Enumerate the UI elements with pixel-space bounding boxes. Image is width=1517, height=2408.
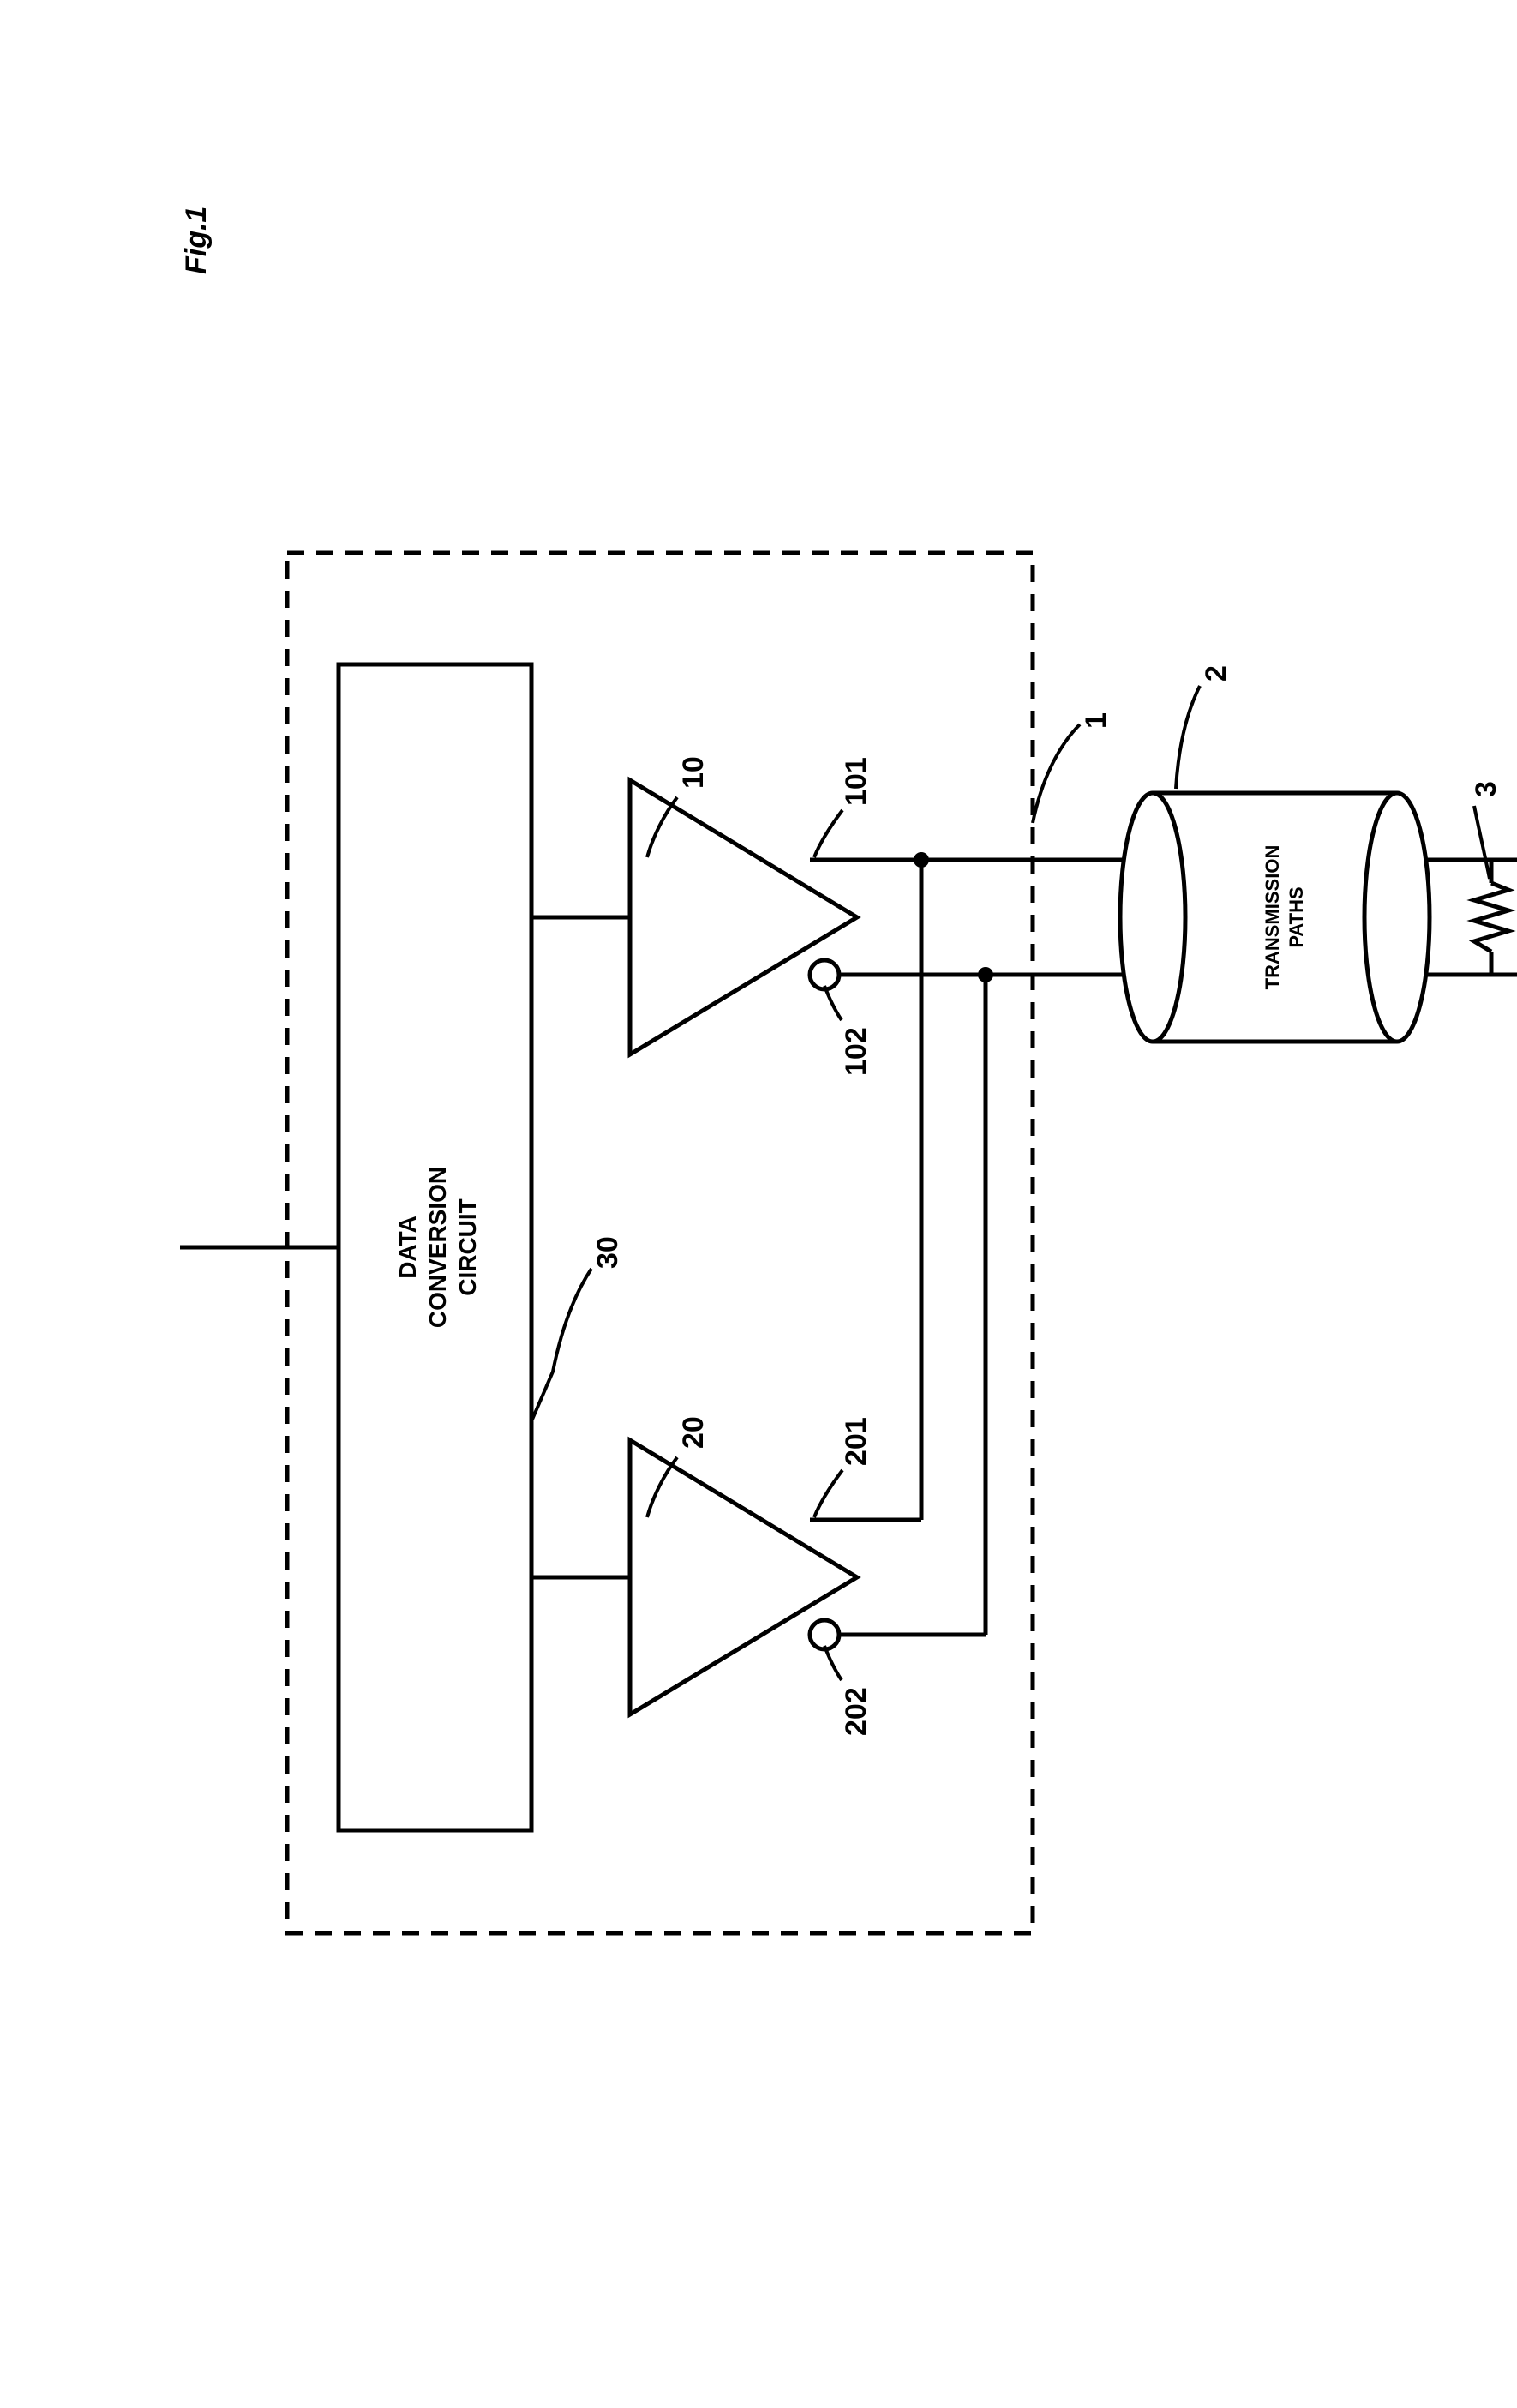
- figure-1: Fig.1 1 DATA CONVERSION CIRCUIT 30 10 20…: [0, 0, 1517, 2408]
- figure-label: Fig.1: [180, 207, 213, 274]
- ref-1: 1: [1080, 712, 1112, 729]
- termination-resistor: [1474, 883, 1508, 952]
- driver-10: [630, 780, 857, 1054]
- ref-102-leader: [824, 986, 842, 1020]
- dc-line1: DATA: [394, 1216, 421, 1279]
- ref-30: 30: [591, 1236, 624, 1269]
- tp-line1: TRANSMISSION: [1262, 845, 1283, 990]
- out-102-bubble: [810, 960, 839, 989]
- ref-101-leader: [814, 810, 842, 857]
- ref-3: 3: [1470, 781, 1502, 797]
- ref-3-leader: [1474, 806, 1490, 879]
- dc-line3: CIRCUIT: [454, 1198, 481, 1296]
- ref-202: 202: [840, 1687, 872, 1736]
- ref-2: 2: [1200, 665, 1232, 682]
- tp-line2: PATHS: [1286, 886, 1307, 947]
- out-202-bubble: [810, 1620, 839, 1649]
- ref-20: 20: [677, 1416, 710, 1449]
- dc-line2: CONVERSION: [424, 1167, 451, 1328]
- ref-102: 102: [840, 1027, 872, 1076]
- ref-1-leader: [1033, 724, 1080, 823]
- ref-101: 101: [840, 757, 872, 806]
- driver-20: [630, 1440, 857, 1714]
- ref-10: 10: [677, 756, 710, 789]
- ref-202-leader: [824, 1646, 842, 1680]
- ref-2-leader: [1176, 686, 1200, 789]
- ref-201: 201: [840, 1417, 872, 1466]
- ref-201-leader: [814, 1470, 842, 1517]
- ref-30-leader: [531, 1269, 591, 1421]
